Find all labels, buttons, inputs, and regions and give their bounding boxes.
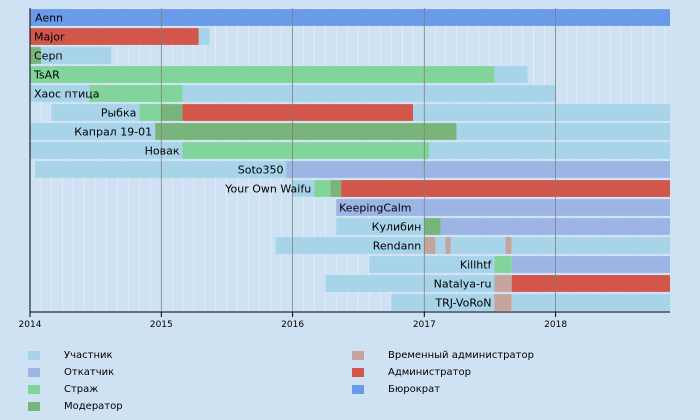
bar-participant (511, 294, 670, 311)
bar-admin (341, 180, 670, 197)
legend: Участник Откатчик Страж Модератор Временный … (28, 350, 548, 416)
bar-participant (494, 66, 528, 83)
bar-participant (51, 104, 140, 121)
user-label: Кулибин (372, 221, 422, 234)
legend-swatch (352, 368, 364, 377)
bar-admin (30, 28, 199, 45)
user-label: TsAR (33, 69, 60, 82)
bar-temp_admin (494, 275, 512, 292)
legend-item-guard: Страж (28, 384, 98, 395)
bar-moderator (424, 218, 441, 235)
bar-participant (429, 142, 670, 159)
x-tick-label: 2018 (544, 320, 567, 330)
legend-label: Администратор (388, 367, 471, 378)
bar-participant (511, 237, 670, 254)
bar-participant (391, 294, 495, 311)
user-label: Rendann (373, 240, 422, 253)
bar-participant (41, 47, 112, 64)
user-label: Рыбка (101, 107, 137, 120)
legend-label: Откатчик (64, 367, 115, 378)
user-label: Soto350 (238, 164, 284, 177)
user-label: Killhtf (460, 259, 493, 272)
legend-item-admin: Администратор (352, 367, 471, 378)
legend-item-moderator: Модератор (28, 401, 123, 412)
bar-participant (456, 123, 670, 140)
bar-participant (450, 237, 506, 254)
bar-participant (198, 28, 210, 45)
bar-guard (182, 142, 430, 159)
bar-rollbacker (511, 256, 670, 273)
bar-bureaucrat (30, 9, 670, 26)
legend-item-participant: Участник (28, 350, 113, 361)
bar-rollbacker (286, 161, 670, 178)
legend-item-temp_admin: Временный администратор (352, 350, 534, 361)
bar-moderator (330, 180, 342, 197)
legend-item-rollbacker: Откатчик (28, 367, 114, 378)
bar-guard (139, 104, 162, 121)
x-tick-label: 2017 (413, 320, 436, 330)
bar-participant (292, 180, 315, 197)
bar-participant (30, 123, 156, 140)
user-label: Новак (145, 145, 180, 158)
bar-participant (336, 218, 425, 235)
legend-swatch (352, 351, 364, 360)
x-tick-label: 2015 (150, 320, 173, 330)
user-label: Your Own Waifu (224, 183, 311, 196)
bar-guard (314, 180, 331, 197)
user-label: Капрал 19-01 (74, 126, 152, 139)
bar-temp_admin (505, 237, 512, 254)
bar-participant (435, 237, 446, 254)
legend-swatch (28, 385, 40, 394)
legend-swatch (28, 351, 40, 360)
bar-admin (182, 104, 414, 121)
bar-rollbacker (336, 199, 670, 216)
legend-swatch (28, 402, 40, 411)
bar-guard (30, 66, 495, 83)
legend-label: Бюрократ (388, 384, 441, 395)
user-label: Major (34, 31, 65, 44)
legend-item-bureaucrat: Бюрократ (352, 384, 440, 395)
bar-moderator (161, 104, 183, 121)
bar-participant (30, 142, 183, 159)
bar-participant (369, 256, 495, 273)
user-label: Хаос птица (34, 88, 100, 101)
bar-temp_admin (445, 237, 451, 254)
bar-participant (182, 85, 556, 102)
legend-swatch (352, 385, 364, 394)
user-label: KeepingCalm (339, 202, 411, 215)
bar-participant (413, 104, 670, 121)
bar-participant (35, 161, 287, 178)
legend-swatch (28, 368, 40, 377)
bar-temp_admin (424, 237, 436, 254)
legend-label: Временный администратор (388, 350, 534, 361)
user-label: TRJ-VoRoN (434, 297, 491, 310)
bar-moderator (155, 123, 457, 140)
bar-guard (494, 256, 512, 273)
x-tick-label: 2016 (281, 320, 304, 330)
legend-label: Страж (64, 384, 99, 395)
bar-guard (89, 85, 183, 102)
bar-temp_admin (494, 294, 512, 311)
x-tick-label: 2014 (19, 320, 42, 330)
legend-label: Участник (64, 350, 113, 361)
bar-participant (275, 237, 425, 254)
legend-label: Модератор (64, 401, 123, 412)
bar-participant (30, 85, 90, 102)
bar-moderator (30, 47, 42, 64)
bar-admin (511, 275, 670, 292)
user-label: Aenn (35, 12, 63, 25)
user-label: Natalya-ru (434, 278, 492, 291)
user-label: Серп (34, 50, 63, 63)
bar-participant (325, 275, 495, 292)
